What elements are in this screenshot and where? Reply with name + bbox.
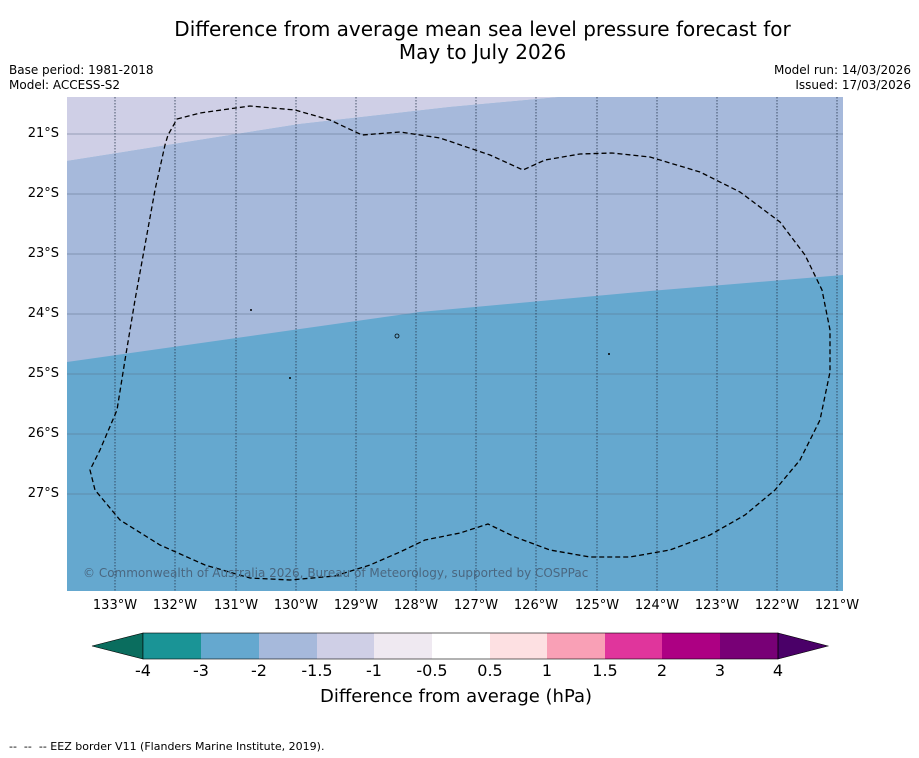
colorbar-bin (317, 633, 374, 659)
colorbar-bin (259, 633, 317, 659)
lon-label: 127°W (453, 598, 499, 613)
title-line-1: Difference from average mean sea level p… (174, 17, 791, 41)
colorbar-tick: 3 (714, 661, 726, 680)
colorbar-label: Difference from average (hPa) (320, 686, 593, 707)
colorbar-tick: -4 (135, 661, 151, 680)
lat-label: 25°S (27, 366, 59, 381)
eez-border (89, 105, 831, 581)
lat-label: 21°S (27, 126, 59, 141)
island-dot (608, 353, 610, 355)
colorbar-bin (605, 633, 662, 659)
meta-left: Base period: 1981-2018 Model: ACCESS-S2 (9, 63, 154, 93)
colorbar-bin (490, 633, 547, 659)
colorbar-bin (432, 633, 490, 659)
lat-label: 24°S (27, 306, 59, 321)
colorbar-tick: -0.5 (416, 661, 448, 680)
lon-label: 125°W (574, 598, 620, 613)
lat-label: 23°S (27, 246, 59, 261)
colorbar-tick: 2 (656, 661, 668, 680)
lon-label: 129°W (333, 598, 379, 613)
colorbar-over-arrow (777, 632, 830, 660)
issued-date: Issued: 17/03/2026 (795, 78, 911, 92)
colorbar-tick: -3 (193, 661, 209, 680)
lon-label: 133°W (92, 598, 138, 613)
meta-right: Model run: 14/03/2026 Issued: 17/03/2026 (774, 63, 911, 93)
lon-label: 130°W (273, 598, 319, 613)
lat-label: 26°S (27, 426, 59, 441)
island-dot (289, 377, 291, 379)
colorbar-tick: -2 (251, 661, 267, 680)
chart-title: Difference from average mean sea level p… (0, 18, 919, 64)
footnote-eez: -- -- -- EEZ border V11 (Flanders Marine… (9, 740, 325, 753)
lon-label: 132°W (152, 598, 198, 613)
colorbar-bin (547, 633, 605, 659)
colorbar-bin (143, 633, 201, 659)
island-dot (394, 333, 400, 339)
lat-label: 27°S (27, 486, 59, 501)
lon-label: 126°W (513, 598, 559, 613)
zone-minus-2-to-minus-1-5 (67, 97, 843, 362)
model-name: Model: ACCESS-S2 (9, 78, 121, 92)
lon-label: 123°W (694, 598, 740, 613)
colorbar-bin (201, 633, 259, 659)
colorbar-under-arrow (91, 632, 144, 660)
title-line-2: May to July 2026 (398, 40, 567, 64)
lat-label: 22°S (27, 186, 59, 201)
lon-label: 131°W (213, 598, 259, 613)
colorbar-frame (142, 632, 779, 660)
colorbar-tick: 1 (541, 661, 553, 680)
colorbar-bin (720, 633, 778, 659)
lon-label: 122°W (754, 598, 800, 613)
lon-label: 121°W (814, 598, 860, 613)
colorbar-tick: 4 (772, 661, 784, 680)
longitude-gridlines (114, 97, 838, 591)
model-run: Model run: 14/03/2026 (773, 63, 911, 77)
base-period: Base period: 1981-2018 (9, 63, 154, 77)
zone-minus-1-5-to-minus-1 (67, 97, 560, 161)
island-dot (250, 309, 252, 311)
colorbar-tick: 1.5 (592, 661, 618, 680)
colorbar-tick: -1.5 (301, 661, 333, 680)
colorbar-tick: -1 (366, 661, 382, 680)
colorbar-tick: 0.5 (477, 661, 503, 680)
colorbar (91, 632, 830, 660)
lon-label: 124°W (634, 598, 680, 613)
colorbar-bin (662, 633, 720, 659)
latitude-gridlines (67, 133, 843, 495)
lon-label: 128°W (393, 598, 439, 613)
copyright-notice: © Commonwealth of Australia 2026, Bureau… (83, 566, 589, 580)
colorbar-bin (374, 633, 432, 659)
